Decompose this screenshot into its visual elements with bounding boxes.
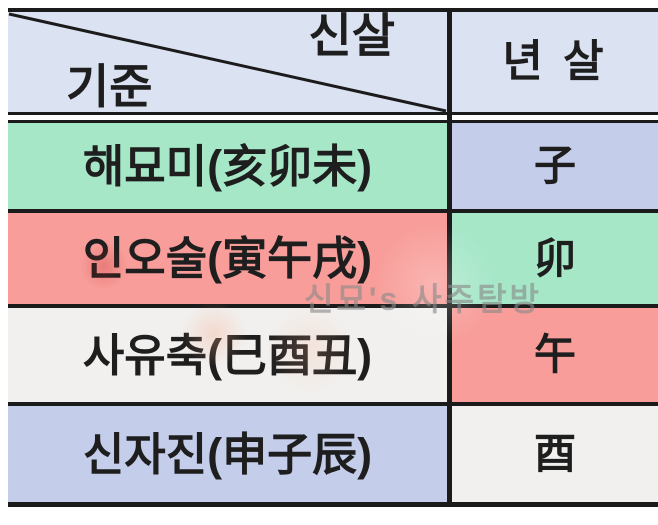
diagonal-divider-line	[8, 12, 447, 112]
header-yearsal-label: 년 살	[502, 37, 608, 86]
header-corner-cell: 신살 기준	[8, 12, 447, 112]
row-border	[8, 209, 658, 213]
table-bottom-border	[8, 502, 658, 507]
table-row-2-yearsal-label: 卯	[533, 234, 576, 282]
table-row-2-group-label: 인오술(寅午戌)	[82, 233, 373, 284]
header-gijun-label: 기준	[66, 60, 153, 113]
table-row-2-group-cell: 인오술(寅午戌)	[8, 213, 447, 304]
table-row-4-group-cell: 신자진(申子辰)	[8, 406, 447, 502]
table-row-3-group-label: 사유축(巳酉丑)	[82, 329, 373, 381]
table-row-1-yearsal-label: 子	[533, 142, 576, 189]
table-row-3-yearsal-label: 午	[533, 331, 576, 378]
table-row-3-yearsal-cell: 午	[452, 308, 658, 402]
table-row-4-group-label: 신자진(申子辰)	[82, 428, 373, 480]
row-top-border	[8, 120, 658, 123]
watermark-text: 신묘's 사주탐방	[304, 281, 542, 317]
row-border	[8, 402, 658, 406]
table-row-4-yearsal-label: 酉	[533, 430, 576, 477]
header-sinsal-label: 신살	[308, 9, 395, 62]
table-row-2-yearsal-cell: 卯	[452, 213, 658, 304]
header-bottom-border	[8, 112, 658, 115]
row-border	[8, 304, 658, 308]
table-row-3-group-cell: 사유축(巳酉丑)	[8, 308, 447, 402]
table-row-4-yearsal-cell: 酉	[452, 406, 658, 502]
table-row-1-group-cell: 해묘미(亥卯未)	[8, 123, 447, 209]
table-row-1-group-label: 해묘미(亥卯未)	[82, 140, 373, 192]
table-top-border	[8, 8, 658, 12]
header-yearsal-cell: 년 살	[452, 12, 658, 112]
table-row-1-yearsal-cell: 子	[452, 123, 658, 209]
column-divider	[447, 8, 452, 507]
